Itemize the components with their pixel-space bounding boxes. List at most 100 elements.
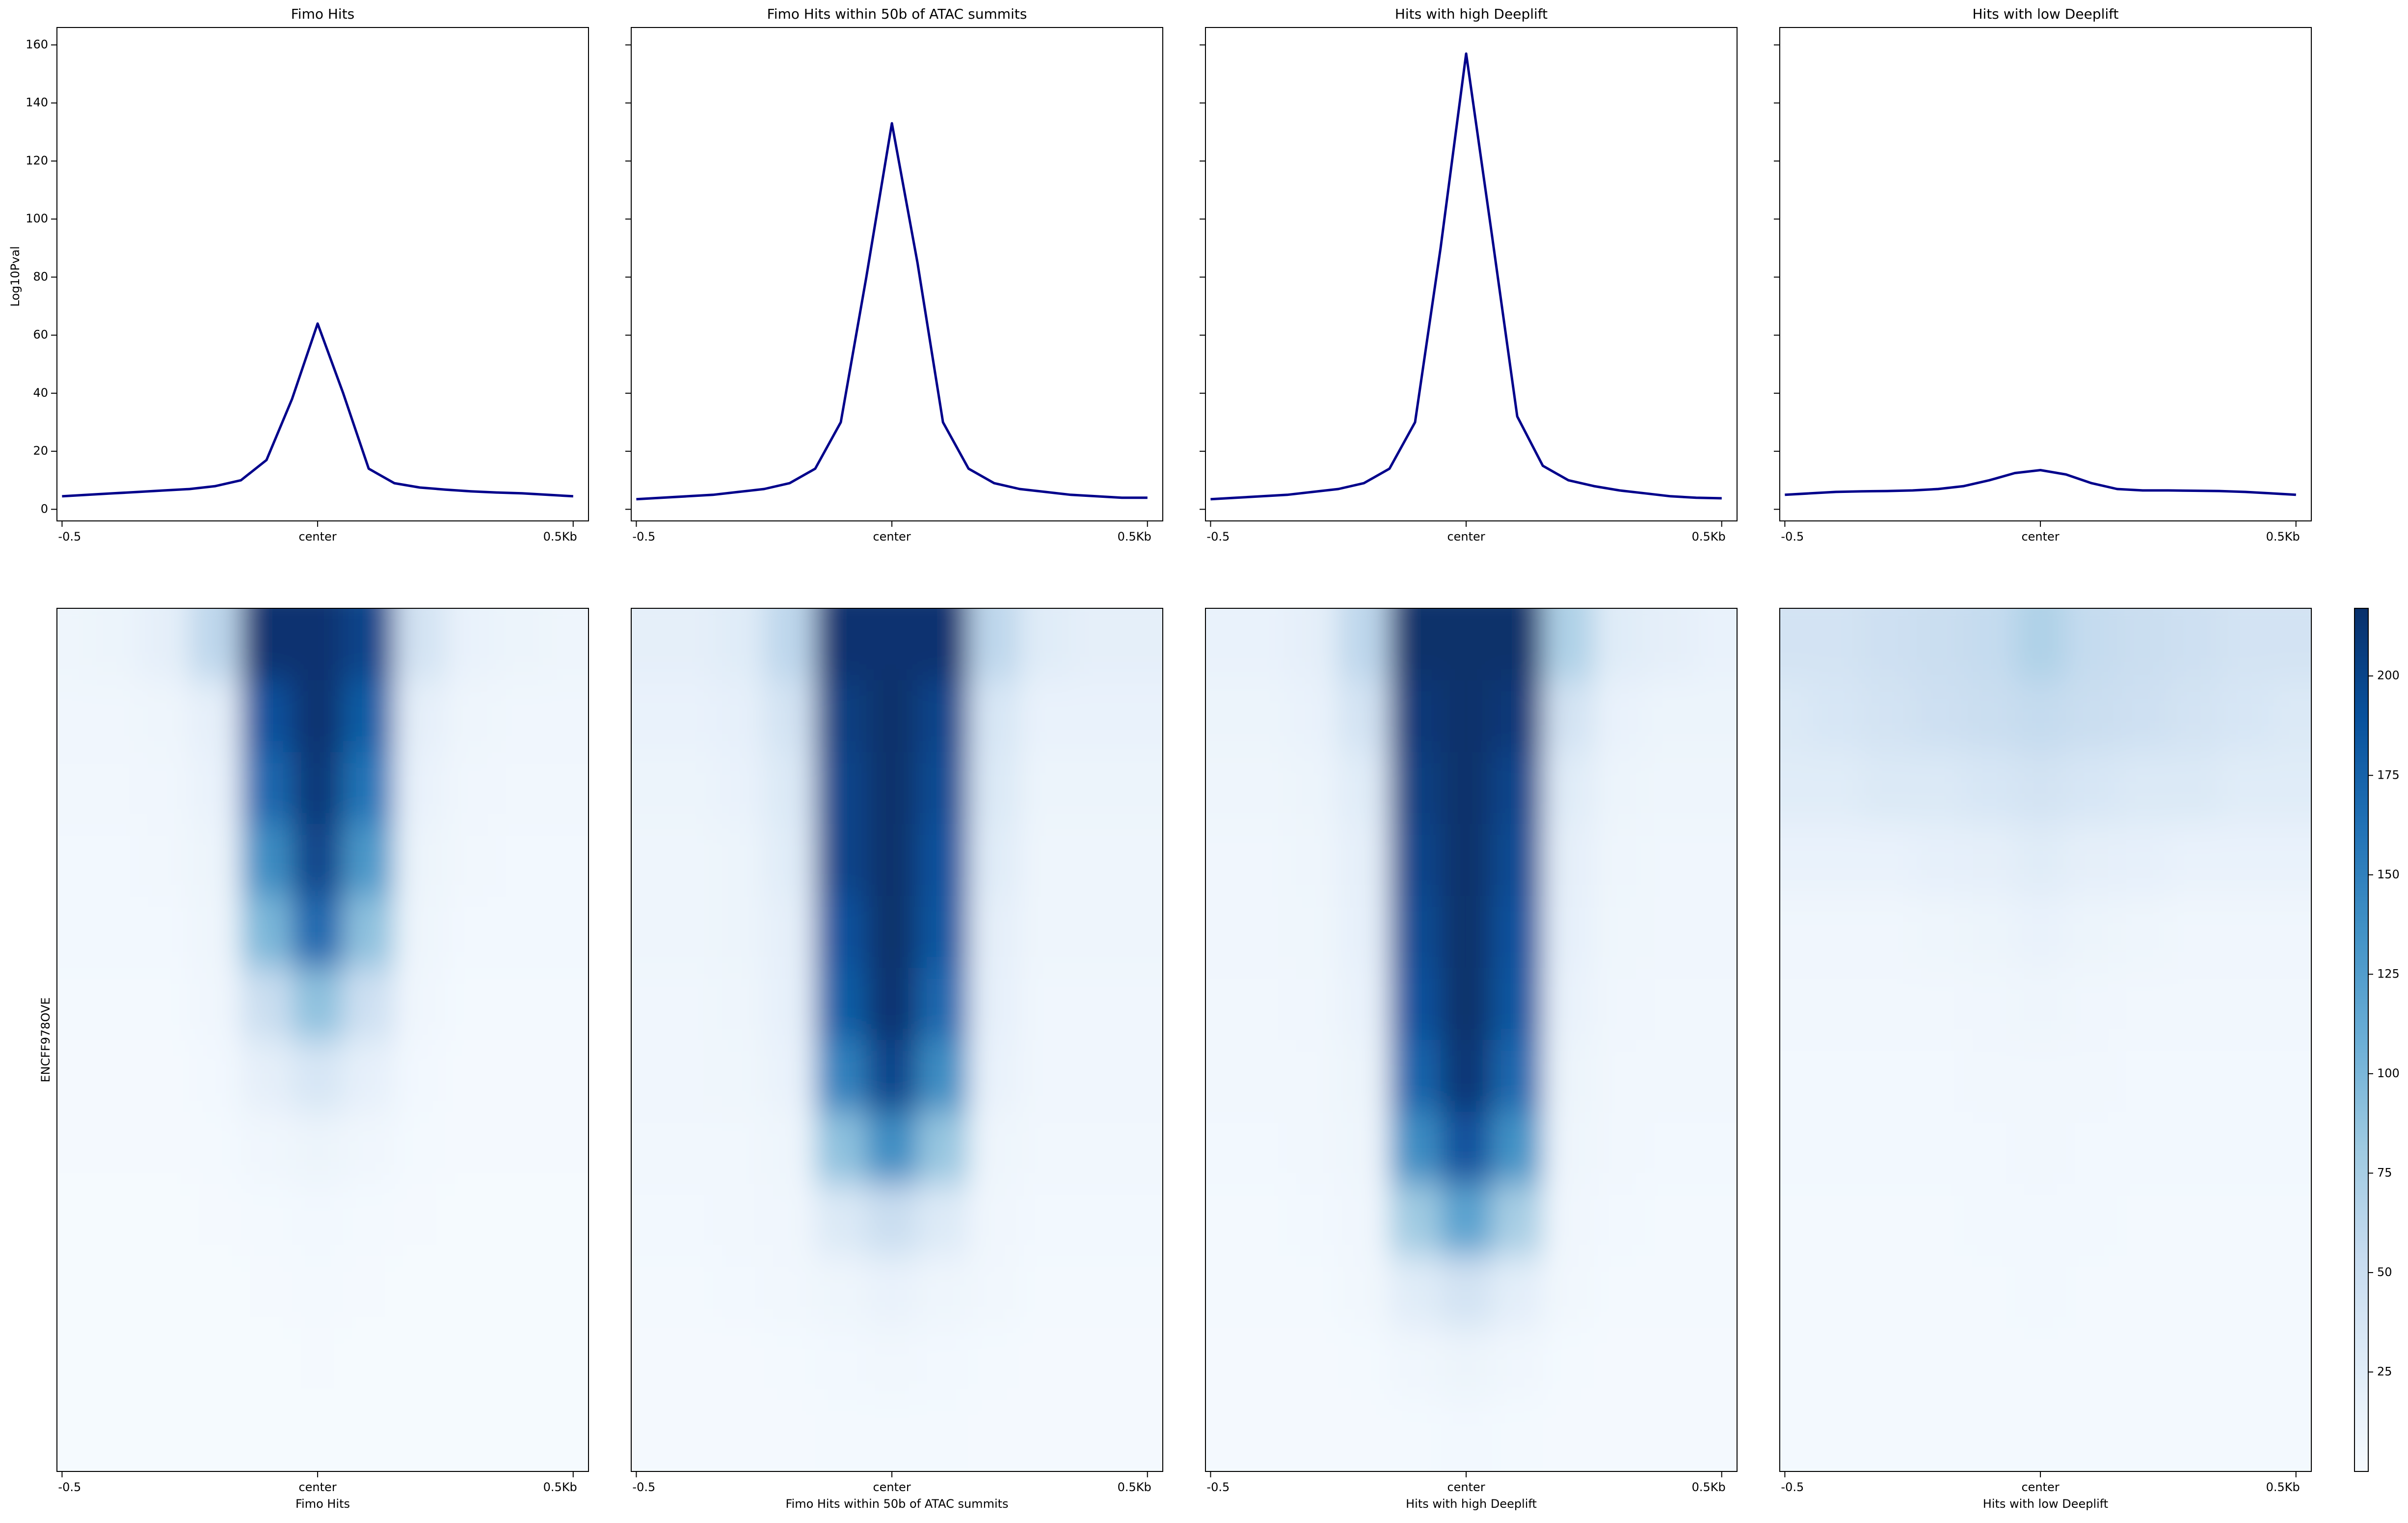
heatmap-cell — [1810, 1184, 1862, 1256]
y-tick-label: 160 — [26, 37, 48, 51]
heatmap-cell — [1543, 1328, 1594, 1400]
heatmap-cell — [1912, 680, 1964, 753]
heatmap-cell — [1861, 1112, 1913, 1184]
heatmap-cell — [1019, 608, 1071, 680]
heatmap-cell — [1492, 1399, 1543, 1471]
heatmap-cell — [1594, 1399, 1646, 1471]
heatmap-cell — [138, 1040, 190, 1112]
heatmap-cell — [1492, 752, 1543, 824]
heatmap-cell — [866, 1328, 918, 1400]
heatmap-cell — [1594, 752, 1646, 824]
colorbar-tick-label: 150 — [2377, 868, 2400, 881]
heatmap-cell — [1492, 824, 1543, 897]
heatmap-cell — [1963, 1328, 2015, 1400]
heatmap-cell — [1543, 1399, 1594, 1471]
heatmap-cell — [2168, 608, 2220, 680]
heatmap-cell — [87, 968, 139, 1040]
heatmap-cell — [631, 1184, 662, 1256]
heatmap-cell — [394, 1255, 446, 1328]
heatmap-cell — [1645, 1184, 1697, 1256]
colorbar-tick-label: 200 — [2377, 669, 2400, 682]
heatmap-cell — [1122, 896, 1163, 968]
heatmap-cell — [2219, 1112, 2271, 1184]
heatmap-cell — [631, 1328, 662, 1400]
heatmap-cell — [1122, 1112, 1163, 1184]
heatmap-cell — [1070, 824, 1123, 897]
heatmap-cell — [1389, 1399, 1441, 1471]
heatmap-cell — [1205, 896, 1236, 968]
heatmap-cells — [1205, 608, 1737, 1471]
heatmap-cell — [87, 1255, 139, 1328]
heatmap-cell — [1861, 968, 1913, 1040]
heatmap-cell — [2168, 1255, 2220, 1328]
heatmap-cell — [2015, 824, 2066, 897]
y-tick-label: 140 — [26, 96, 48, 109]
x-tick-label: center — [298, 530, 336, 544]
heatmap-cell — [1594, 608, 1646, 680]
heatmap-cell — [1594, 824, 1646, 897]
heatmap-cell — [968, 896, 1020, 968]
heatmap-cell — [547, 1184, 589, 1256]
heatmap-cell — [1070, 1255, 1123, 1328]
heatmap-cell — [1594, 1040, 1646, 1112]
heatmap-cell — [57, 1112, 88, 1184]
x-tick-label: 0.5Kb — [1118, 1480, 1151, 1494]
heatmap-cell — [241, 1399, 293, 1471]
heatmap-cell — [1543, 1255, 1594, 1328]
heatmap-cell — [968, 968, 1020, 1040]
heatmap-cell — [1287, 1399, 1339, 1471]
heatmap-cell — [1338, 680, 1390, 753]
heatmap-cell — [57, 608, 88, 680]
heatmap-cell — [2015, 1184, 2066, 1256]
axes-frame — [1205, 608, 1738, 1472]
heatmap-cell — [1696, 1184, 1737, 1256]
axes-frame — [56, 608, 589, 1472]
heatmap-cell — [662, 1040, 714, 1112]
heatmap-cell — [87, 1112, 139, 1184]
heatmap-cell — [2168, 1328, 2220, 1400]
heatmap-cell — [138, 752, 190, 824]
heatmap-cell — [1236, 1112, 1288, 1184]
heatmap-cell — [1389, 896, 1441, 968]
axes-frame — [1779, 27, 2312, 521]
heatmap-cell — [631, 1399, 662, 1471]
heatmap-cell — [1543, 752, 1594, 824]
heatmap-cell — [764, 1255, 816, 1328]
heatmap-cell — [343, 968, 395, 1040]
heatmap-cell — [815, 680, 867, 753]
heatmap-cell — [1205, 1184, 1236, 1256]
panel-title: Hits with high Deeplift — [1395, 6, 1548, 22]
heatmap-cell — [2015, 680, 2066, 753]
heatmap-cell — [1594, 1184, 1646, 1256]
heatmap-cell — [2015, 752, 2066, 824]
heatmap-cell — [394, 1184, 446, 1256]
heatmap-cell — [1963, 896, 2015, 968]
heatmap-cell — [445, 1255, 497, 1328]
heatmap-cell — [631, 1255, 662, 1328]
heatmap-cell — [496, 1112, 548, 1184]
heatmap-cell — [292, 1328, 344, 1400]
heatmap-cell — [1912, 896, 1964, 968]
heatmap-cell — [1441, 1184, 1492, 1256]
heatmap-cell — [1338, 1255, 1390, 1328]
heatmap-cell — [343, 752, 395, 824]
heatmap-cell — [1441, 968, 1492, 1040]
heatmap-cell — [1861, 824, 1913, 897]
heatmap-cell — [1070, 680, 1123, 753]
heatmap-cell — [662, 608, 714, 680]
heatmap-cell — [1389, 1255, 1441, 1328]
heatmap-cell — [1338, 752, 1390, 824]
heatmap-cell — [1338, 1399, 1390, 1471]
x-tick-label: 0.5Kb — [2266, 530, 2300, 544]
heatmap-cell — [1441, 1112, 1492, 1184]
heatmap-cell — [2168, 752, 2220, 824]
heatmap-cell — [1543, 608, 1594, 680]
heatmap-cell — [1338, 608, 1390, 680]
heatmap-cell — [1441, 1399, 1492, 1471]
x-tick-label: 0.5Kb — [2266, 1480, 2300, 1494]
heatmap-cells — [1780, 608, 2311, 1471]
heatmap-cell — [1912, 1112, 1964, 1184]
x-axis-label: Fimo Hits — [295, 1497, 350, 1511]
heatmap-cell — [631, 824, 662, 897]
heatmap-cell — [2117, 968, 2168, 1040]
